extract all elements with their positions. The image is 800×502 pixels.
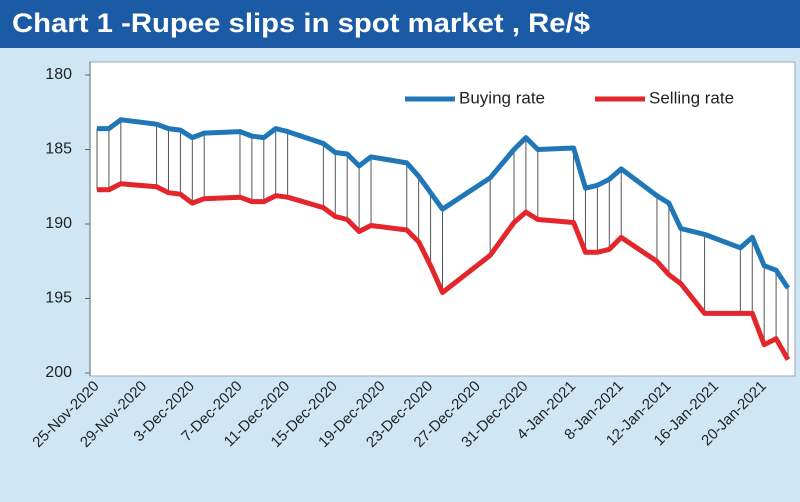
y-tick-label: 200 [45, 364, 72, 381]
chart-title: Chart 1 -Rupee slips in spot market , Re… [12, 8, 590, 38]
y-tick-label: 180 [45, 66, 72, 83]
y-tick-label: 185 [45, 141, 72, 158]
legend-label: Buying rate [459, 88, 545, 107]
series-line [97, 117, 791, 290]
legend-label: Selling rate [649, 88, 734, 107]
title-bar [0, 0, 800, 48]
y-tick-label: 195 [45, 290, 72, 307]
series-line [97, 181, 791, 361]
y-tick-label: 190 [45, 215, 72, 232]
